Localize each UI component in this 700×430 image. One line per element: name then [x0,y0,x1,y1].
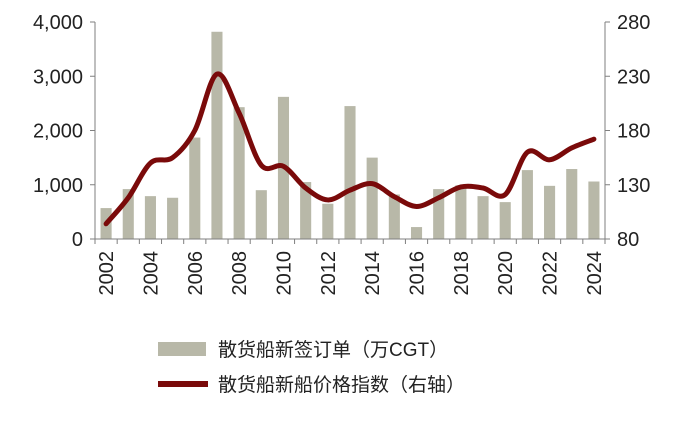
bar [433,189,445,239]
y-left-tick-label: 2,000 [33,121,83,143]
bar [344,106,356,239]
bar [255,190,267,239]
bar [521,170,533,239]
x-tick-label: 2002 [96,251,118,296]
x-tick-label: 2004 [140,251,162,296]
y-left-tick-label: 4,000 [33,12,83,34]
price-index-line [103,71,597,227]
line-series-group [103,71,597,227]
bar [388,194,400,239]
bar [233,107,245,239]
bar [499,202,511,239]
x-tick-label: 2018 [451,251,473,296]
y-left-tick-label: 1,000 [33,175,83,197]
axes-group: 0 1,000 2,000 3,000 4,000 80 130 180 230 280 2002 2… [33,12,650,296]
y-right-tick-label: 130 [617,175,650,197]
y-right-tick-label: 80 [617,229,639,251]
x-tick-label: 2024 [584,251,606,296]
bar [211,31,223,239]
y-left-tick-label: 0 [72,229,83,251]
legend-bar-label: 散货船新签订单（万CGT） [218,339,448,361]
x-tick-label: 2008 [229,251,251,296]
bar [300,182,312,239]
y-right-tick-label: 230 [617,66,650,88]
bar [366,157,378,240]
y-right-tick-label: 180 [617,121,650,143]
bar [167,197,179,239]
legend-line-label: 散货船新船价格指数（右轴） [218,374,465,396]
x-tick-label: 2010 [273,251,295,296]
bar [566,169,578,239]
legend-bar-swatch [158,342,206,356]
bar [477,196,489,239]
x-tick-label: 2016 [407,251,429,296]
x-tick-label: 2022 [540,251,562,296]
y-right-tick-label: 280 [617,12,650,34]
bar [122,189,134,239]
bar [588,181,600,239]
bar-series-group [100,31,600,240]
x-tick-label: 2006 [185,251,207,296]
bar [544,185,556,239]
x-tick-label: 2014 [362,251,384,296]
x-tick-label: 2020 [495,251,517,296]
legend: 散货船新签订单（万CGT） 散货船新船价格指数（右轴） [158,339,465,396]
bar [189,137,201,239]
bar [455,185,467,239]
bar [144,196,156,239]
x-tick-label: 2012 [318,251,340,296]
bar [410,227,423,239]
y-left-tick-label: 3,000 [33,66,83,88]
bar [322,203,334,239]
